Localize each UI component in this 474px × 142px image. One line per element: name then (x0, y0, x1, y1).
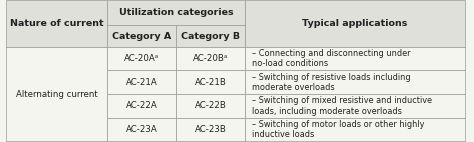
Text: – Switching of mixed resistive and inductive
loads, including moderate overloads: – Switching of mixed resistive and induc… (252, 96, 432, 116)
Text: Utilization categories: Utilization categories (118, 8, 233, 17)
Bar (107, 0, 245, 25)
Bar (107, 70, 176, 94)
Text: AC-23B: AC-23B (194, 125, 227, 134)
Text: AC-23A: AC-23A (126, 125, 157, 134)
Text: – Switching of resistive loads including
moderate overloads: – Switching of resistive loads including… (252, 73, 410, 92)
Text: AC-20Aᵃ: AC-20Aᵃ (124, 54, 159, 63)
Bar (107, 94, 176, 118)
Text: AC-22B: AC-22B (194, 101, 227, 110)
Bar (176, 25, 245, 47)
Bar (7, 0, 107, 47)
Bar (245, 70, 465, 94)
Text: Category A: Category A (112, 32, 171, 41)
Text: – Connecting and disconnecting under
no-load conditions: – Connecting and disconnecting under no-… (252, 49, 410, 68)
Text: – Switching of motor loads or other highly
inductive loads: – Switching of motor loads or other high… (252, 120, 424, 139)
Bar (245, 118, 465, 141)
Bar (176, 70, 245, 94)
Bar (176, 47, 245, 70)
Text: AC-22A: AC-22A (126, 101, 157, 110)
Bar (245, 0, 465, 47)
Bar (107, 47, 176, 70)
Text: AC-20Bᵃ: AC-20Bᵃ (193, 54, 228, 63)
Bar (107, 25, 176, 47)
Text: Alternating current: Alternating current (16, 90, 98, 99)
Text: AC-21B: AC-21B (194, 78, 227, 87)
Bar (245, 94, 465, 118)
Bar (7, 47, 107, 141)
Bar (107, 118, 176, 141)
Bar (176, 94, 245, 118)
Text: AC-21A: AC-21A (126, 78, 157, 87)
Text: Category B: Category B (181, 32, 240, 41)
Bar (245, 47, 465, 70)
Text: Typical applications: Typical applications (302, 19, 408, 28)
Text: Nature of current: Nature of current (10, 19, 104, 28)
Bar (176, 118, 245, 141)
